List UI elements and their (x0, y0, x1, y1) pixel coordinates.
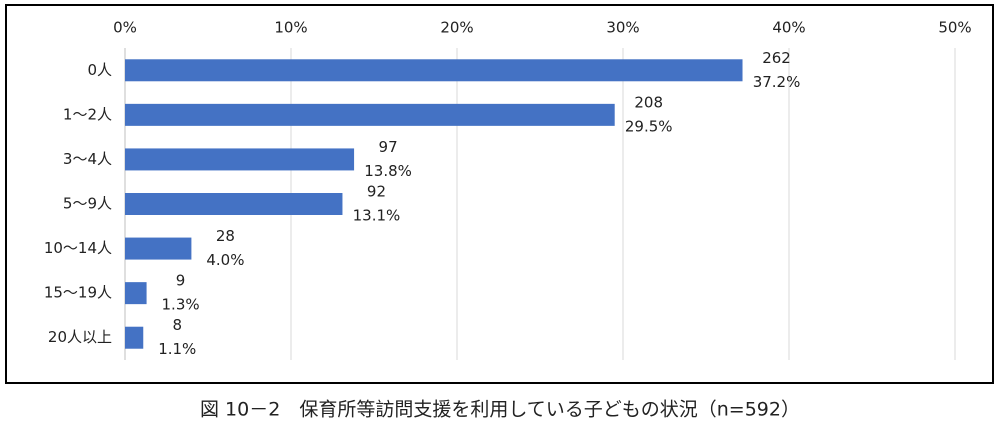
value-label: 1.1% (158, 340, 196, 358)
bar (125, 326, 144, 349)
count-label: 97 (379, 138, 398, 156)
bar (125, 237, 192, 260)
y-tick-label: 0人 (87, 61, 112, 79)
value-label: 13.8% (364, 162, 412, 180)
bar (125, 282, 147, 305)
bar (125, 59, 743, 82)
count-label: 208 (634, 93, 663, 111)
y-tick-label: 10～14人 (44, 239, 112, 257)
y-tick-label: 3～4人 (63, 150, 112, 168)
x-tick-label: 40% (772, 19, 805, 37)
value-label: 4.0% (206, 251, 244, 269)
value-label: 1.3% (162, 296, 200, 314)
bar (125, 193, 343, 215)
chart-caption: 図 10－2 保育所等訪問支援を利用している子どもの状況（n=592） (200, 399, 800, 421)
x-tick-label: 10% (274, 19, 307, 37)
x-tick-label: 50% (938, 19, 971, 37)
bar (125, 148, 355, 171)
count-label: 28 (216, 227, 235, 245)
count-label: 262 (762, 49, 791, 67)
y-tick-label: 1～2人 (63, 105, 112, 123)
count-label: 8 (172, 316, 182, 334)
x-tick-label: 30% (606, 19, 639, 37)
bar (125, 103, 615, 126)
count-label: 9 (176, 272, 186, 290)
count-label: 92 (367, 183, 386, 201)
value-label: 13.1% (353, 207, 401, 225)
y-tick-label: 20人以上 (48, 328, 112, 346)
y-tick-label: 15～19人 (44, 284, 112, 302)
value-label: 29.5% (625, 117, 673, 135)
x-tick-label: 20% (440, 19, 473, 37)
value-label: 37.2% (753, 73, 801, 91)
y-tick-label: 5～9人 (63, 195, 112, 213)
x-tick-label: 0% (113, 19, 137, 37)
